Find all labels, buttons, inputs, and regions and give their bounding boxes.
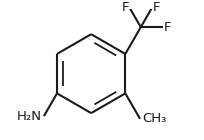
Text: F: F [153, 1, 160, 14]
Text: F: F [164, 21, 172, 34]
Text: CH₃: CH₃ [142, 112, 166, 125]
Text: F: F [121, 1, 129, 14]
Text: H₂N: H₂N [17, 110, 42, 123]
